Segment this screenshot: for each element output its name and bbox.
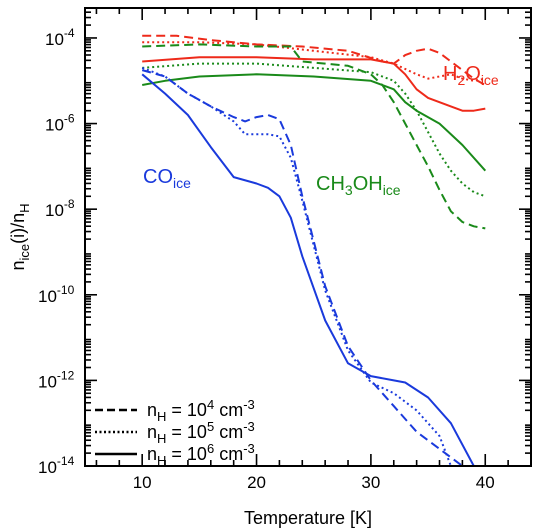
x-axis-title: Temperature [K]	[244, 508, 372, 528]
x-tick-label: 10	[133, 473, 152, 492]
x-tick-label: 30	[361, 473, 380, 492]
legend-label: nH = 105 cm-3	[147, 419, 255, 446]
ticks-layer: 10 20 30 40 10-14 10-12 10-10 10-8 10-6 10-4	[38, 7, 532, 492]
y-axis-title: nice(i)/nH	[8, 203, 32, 270]
y-tick-label: 10-4	[45, 26, 75, 49]
y-tick-label: 10-12	[38, 368, 75, 391]
series-ch3oh-1e5-line	[142, 62, 486, 198]
species-label-ch3oh: CH3OHice	[316, 173, 401, 198]
y-tick-label: 10-8	[45, 197, 75, 220]
series-ch3oh-1e4-line	[142, 43, 486, 230]
y-tick-label: 10-6	[45, 112, 75, 135]
x-tick-label: 40	[476, 473, 495, 492]
series-layer	[141, 34, 487, 466]
series-h2o-1e4-line	[142, 34, 486, 86]
series-h2o-1e6-line	[142, 56, 486, 112]
legend-label: nH = 104 cm-3	[147, 397, 255, 424]
x-tick-label: 20	[247, 473, 266, 492]
series-co-1e6-line	[141, 73, 475, 466]
labels-layer: H2Oice CH3OHice COice	[143, 63, 499, 198]
y-tick-label: 10-10	[38, 283, 75, 306]
legend: nH = 104 cm-3nH = 105 cm-3nH = 106 cm-3	[95, 397, 255, 468]
series-h2o-1e5-line	[142, 41, 486, 82]
series-co-1e5-line	[141, 66, 452, 466]
series-ch3oh-1e6-line	[142, 73, 487, 172]
series-co-1e4-line	[141, 69, 463, 466]
y-tick-label: 10-14	[38, 454, 75, 477]
species-label-h2o: H2Oice	[443, 63, 499, 88]
legend-label: nH = 106 cm-3	[147, 441, 255, 468]
plot-frame	[84, 7, 532, 467]
species-label-co: COice	[143, 166, 191, 191]
